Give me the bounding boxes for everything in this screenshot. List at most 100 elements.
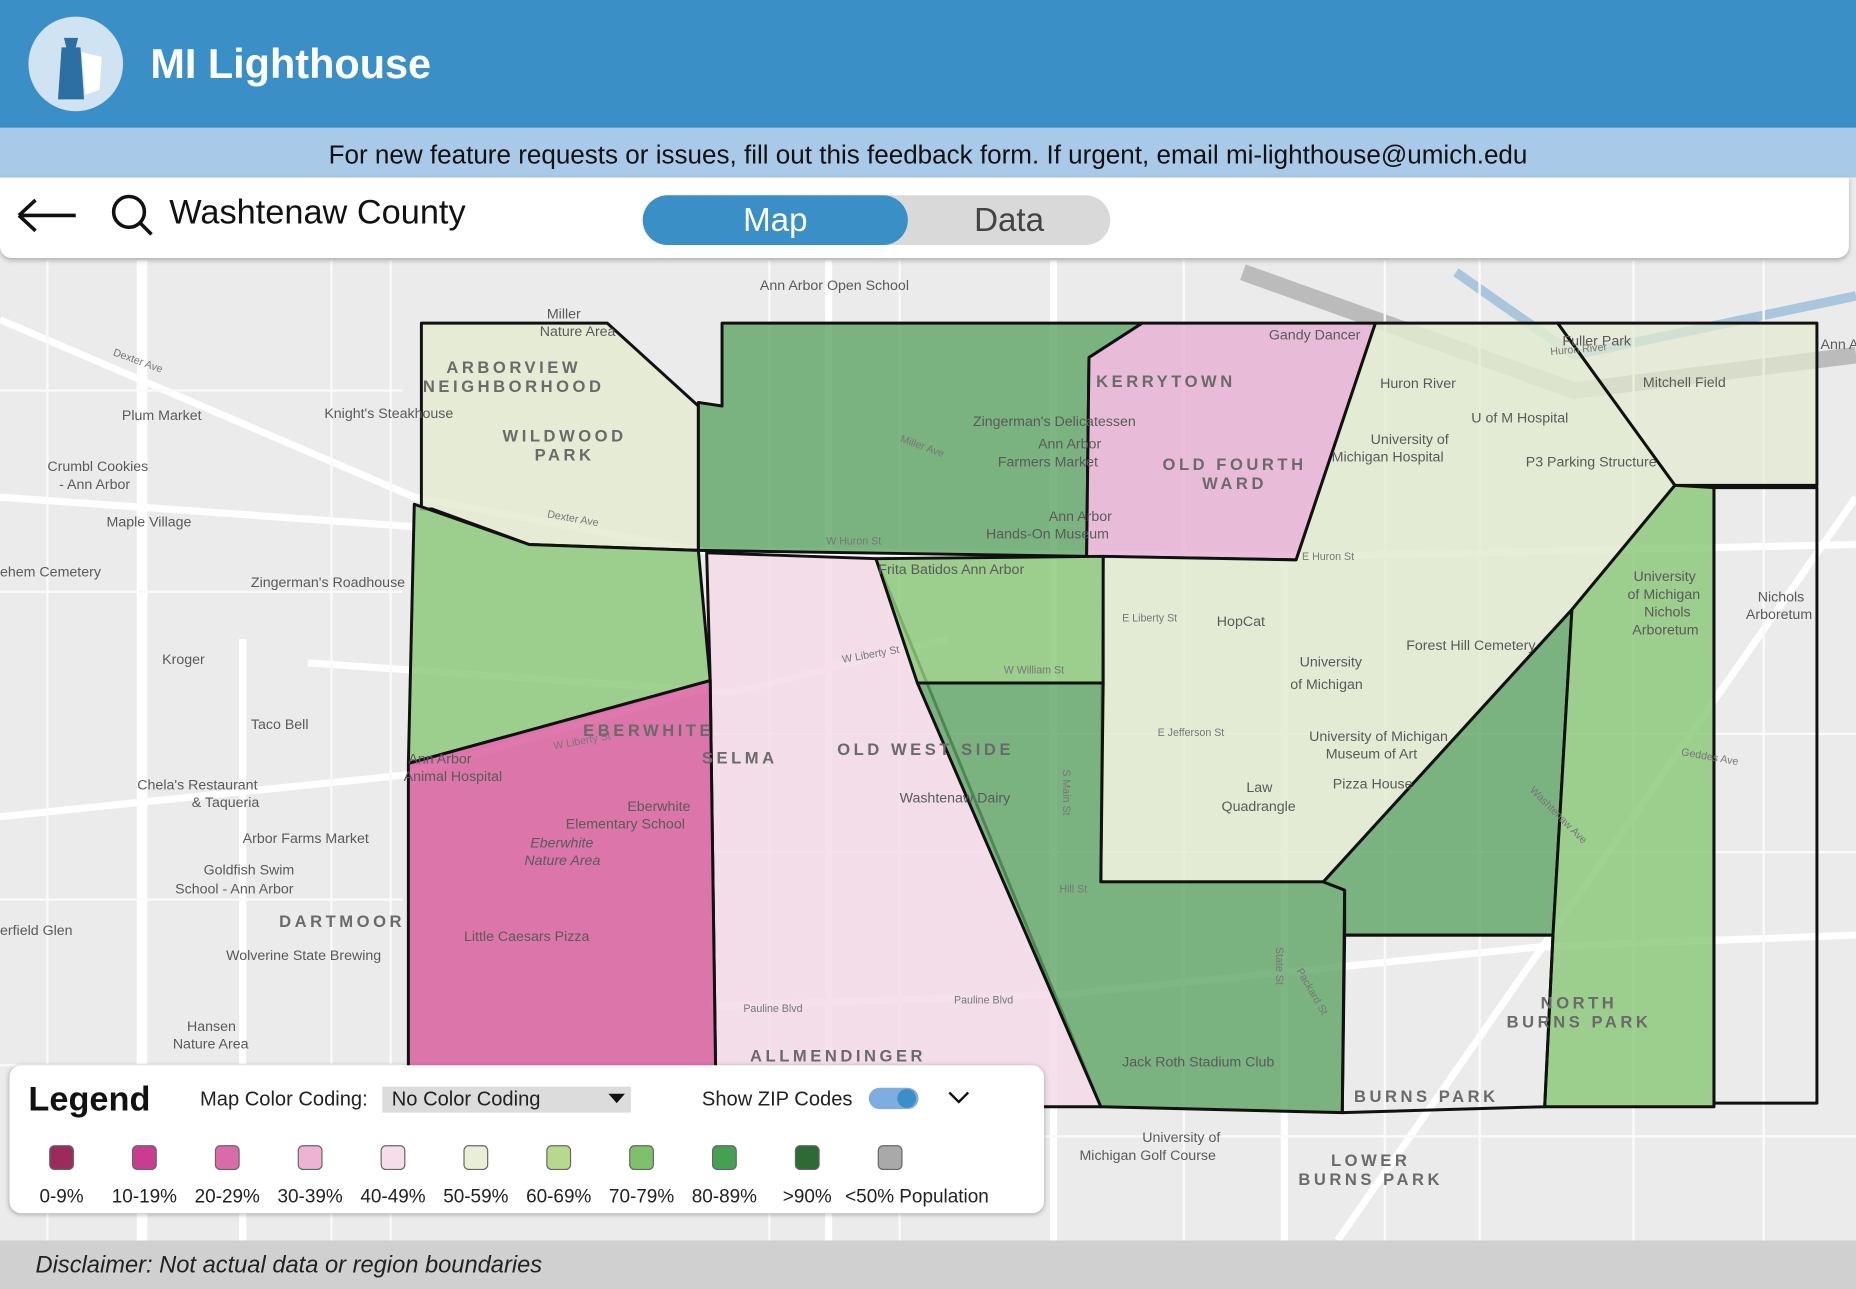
place-label: Nature Area: [173, 1037, 249, 1053]
view-toggle: Map Data: [642, 195, 1111, 246]
place-label: Ann Arbor: [1820, 337, 1856, 353]
street-label: E Liberty St: [1122, 612, 1177, 624]
region[interactable]: [1556, 321, 1819, 487]
header: MI Lighthouse: [0, 0, 1856, 128]
color-coding-dropdown[interactable]: [382, 1086, 631, 1113]
place-label: Arboretum: [1746, 607, 1812, 623]
legend-swatch: [794, 1145, 820, 1171]
legend-swatch: [131, 1145, 157, 1171]
neighborhood-label: OLD WEST SIDE: [837, 740, 1014, 759]
place-label: University of Michigan: [1309, 729, 1448, 745]
place-label: Taco Bell: [251, 717, 309, 733]
place-label: U of M Hospital: [1471, 411, 1568, 427]
street-label: W Huron St: [826, 535, 881, 547]
region[interactable]: [406, 502, 712, 765]
place-label: Little Caesars Pizza: [464, 929, 589, 945]
legend-swatch: [297, 1145, 323, 1171]
place-label: Ann Arbor: [408, 751, 471, 767]
legend-title: Legend: [28, 1080, 150, 1118]
place-label: Washtenaw Dairy: [900, 791, 1012, 807]
place-label: Arboretum: [1632, 622, 1698, 638]
place-label: Farmers Market: [998, 454, 1098, 470]
legend-label: >90%: [783, 1187, 832, 1208]
place-label: ehem Cemetery: [0, 564, 102, 580]
dropdown-arrow: [608, 1093, 625, 1104]
place-label: Crumbl Cookies: [47, 459, 148, 475]
regions[interactable]: [406, 321, 1819, 1115]
place-label: Frita Batidos Ann Arbor: [878, 562, 1024, 578]
place-label: Quadrangle: [1222, 799, 1296, 815]
neighborhood-label: DARTMOOR: [279, 912, 405, 931]
collapse-chevron[interactable]: [948, 1091, 970, 1104]
search-text[interactable]: Washtenaw County: [169, 194, 466, 232]
feedback-banner[interactable]: For new feature requests or issues, fill…: [0, 127, 1856, 178]
legend-swatch: [711, 1145, 737, 1171]
legend-swatch: [629, 1145, 654, 1171]
street-label: Pauline Blvd: [743, 1003, 802, 1015]
neighborhood-label: WARD: [1202, 474, 1267, 493]
legend-label: 70-79%: [609, 1187, 674, 1208]
neighborhood-label: EBERWHITE: [583, 721, 714, 740]
place-label: Hansen: [187, 1019, 236, 1035]
street-label: E Jefferson St: [1158, 727, 1225, 739]
tab[interactable]: Data: [974, 201, 1045, 238]
legend-swatch: [877, 1145, 903, 1171]
place-label: HopCat: [1217, 614, 1265, 630]
neighborhood-label: WILDWOOD: [503, 427, 627, 446]
search-icon[interactable]: [111, 194, 153, 236]
back-button[interactable]: [17, 198, 76, 233]
place-label: School - Ann Arbor: [175, 882, 294, 898]
toolbar: Washtenaw County Map Data: [0, 177, 1849, 259]
neighborhood-label: NORTH: [1541, 993, 1618, 1012]
tab[interactable]: Map: [642, 195, 908, 246]
place-label: Kroger: [162, 652, 205, 668]
place-label: University of: [1371, 432, 1449, 448]
place-label: P3 Parking Structure: [1526, 454, 1657, 470]
legend-swatch: [546, 1145, 572, 1171]
place-label: Michigan Golf Course: [1080, 1148, 1217, 1164]
place-label: Goldfish Swim: [204, 863, 295, 879]
place-label: Plum Market: [122, 408, 202, 424]
place-label: of Michigan: [1290, 677, 1363, 693]
place-label: Mitchell Field: [1643, 375, 1726, 391]
place-label: Eberwhite: [627, 799, 690, 815]
region[interactable]: [1340, 933, 1555, 1115]
neighborhood-label: SELMA: [702, 748, 778, 767]
legend-label: 60-69%: [526, 1187, 591, 1208]
street-label: Hill St: [1059, 883, 1087, 895]
place-label: Arbor Farms Market: [243, 831, 369, 847]
place-label: Huron River: [1380, 376, 1456, 392]
place-label: of Michigan: [1628, 587, 1701, 603]
place-label: erfield Glen: [0, 923, 73, 939]
logo-icon: [57, 37, 102, 100]
color-coding-value: No Color Coding: [392, 1089, 541, 1111]
legend-label: 20-29%: [195, 1187, 260, 1208]
app-title: MI Lighthouse: [150, 41, 432, 88]
place-label: Zingerman's Roadhouse: [251, 575, 405, 591]
place-label: Eberwhite: [530, 835, 593, 851]
legend-swatch: [463, 1145, 489, 1171]
place-label: Miller: [547, 306, 581, 322]
place-label: Hands-On Museum: [986, 527, 1109, 543]
neighborhood-label: OLD FOURTH: [1163, 455, 1307, 474]
neighborhood-label: ARBORVIEW: [446, 358, 581, 377]
neighborhood-label: KERRYTOWN: [1096, 372, 1236, 391]
disclaimer: Disclaimer: Not actual data or region bo…: [0, 1240, 1856, 1289]
place-label: Museum of Art: [1326, 747, 1418, 763]
place-label: Law: [1246, 780, 1273, 796]
legend-swatch: [49, 1145, 74, 1171]
zip-label: Show ZIP Codes: [702, 1089, 853, 1111]
place-label: University of: [1142, 1130, 1220, 1146]
place-label: Zingerman's Delicatessen: [973, 414, 1136, 430]
map[interactable]: Ann Arbor Open School Miller Nature Area Pl…: [0, 177, 1856, 1241]
place-label: Ann Arbor: [1038, 437, 1101, 453]
neighborhood-label: LOWER: [1331, 1151, 1410, 1170]
street-label: Huron River: [1550, 341, 1608, 358]
place-label: Forest Hill Cemetery: [1406, 638, 1536, 654]
place-label: Nature Area: [524, 853, 600, 869]
region[interactable]: [1712, 486, 1819, 1105]
legend-label: 40-49%: [360, 1187, 425, 1208]
street-label: W William St: [1004, 664, 1064, 676]
place-label: University: [1300, 654, 1363, 670]
